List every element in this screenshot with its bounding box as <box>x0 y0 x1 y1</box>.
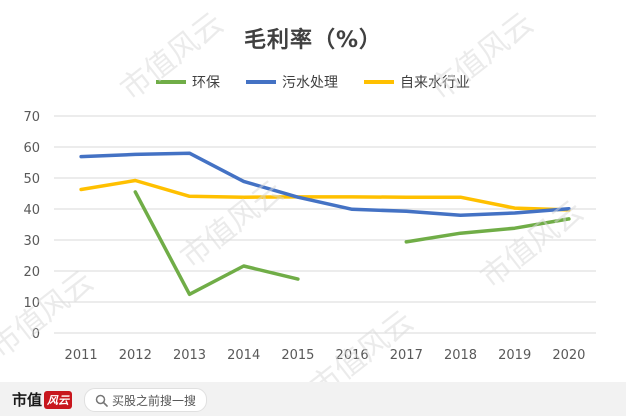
legend-swatch-zilaishui <box>364 80 394 84</box>
legend-label-huanbao: 环保 <box>192 75 220 91</box>
y-tick-label: 50 <box>23 172 40 187</box>
search-prompt[interactable]: 买股之前搜一搜 <box>84 388 208 412</box>
legend-item-wushui: 污水处理 <box>246 72 338 92</box>
x-tick-label: 2014 <box>227 348 260 363</box>
legend-swatch-wushui <box>246 80 276 84</box>
x-tick-label: 2020 <box>552 348 585 363</box>
x-tick-label: 2012 <box>119 348 152 363</box>
search-icon <box>95 394 108 407</box>
search-prompt-text: 买股之前搜一搜 <box>112 393 197 408</box>
x-tick-label: 2011 <box>65 348 98 363</box>
series-line-污水处理 <box>79 151 571 217</box>
x-tick-label: 2017 <box>390 348 423 363</box>
y-tick-label: 70 <box>23 110 40 125</box>
chart-title: 毛利率（%） <box>243 28 383 53</box>
legend-item-huanbao: 环保 <box>156 72 220 92</box>
series-line-环保 <box>133 190 300 297</box>
x-tick-label: 2013 <box>173 348 206 363</box>
legend-swatch-huanbao <box>156 80 186 84</box>
x-tick-label: 2016 <box>336 348 369 363</box>
y-tick-label: 10 <box>23 296 40 311</box>
y-tick-label: 20 <box>23 265 40 280</box>
x-tick-label: 2018 <box>444 348 477 363</box>
chart-legend: 环保 污水处理 自来水行业 <box>0 72 626 92</box>
brand-name: 市值 <box>12 391 43 409</box>
line-chart-plot: 0 10 20 30 40 50 60 70 2011 2012 2013 2014 2015 2016 2… <box>23 110 596 363</box>
y-tick-label: 60 <box>23 141 40 156</box>
y-tick-label: 0 <box>32 327 40 342</box>
series-line-自来水行业 <box>79 178 571 212</box>
series-line-环保 <box>404 217 571 244</box>
legend-label-wushui: 污水处理 <box>282 75 338 91</box>
legend-item-zilaishui: 自来水行业 <box>364 72 470 92</box>
x-tick-label: 2015 <box>281 348 314 363</box>
brand-tag: 风云 <box>44 390 73 409</box>
legend-label-zilaishui: 自来水行业 <box>400 75 470 91</box>
footer-bar: 市值 风云 买股之前搜一搜 <box>0 382 626 416</box>
x-tick-label: 2019 <box>498 348 531 363</box>
brand-logo: 市值 风云 <box>12 389 73 410</box>
y-tick-label: 30 <box>23 234 40 249</box>
y-tick-label: 40 <box>23 203 40 218</box>
